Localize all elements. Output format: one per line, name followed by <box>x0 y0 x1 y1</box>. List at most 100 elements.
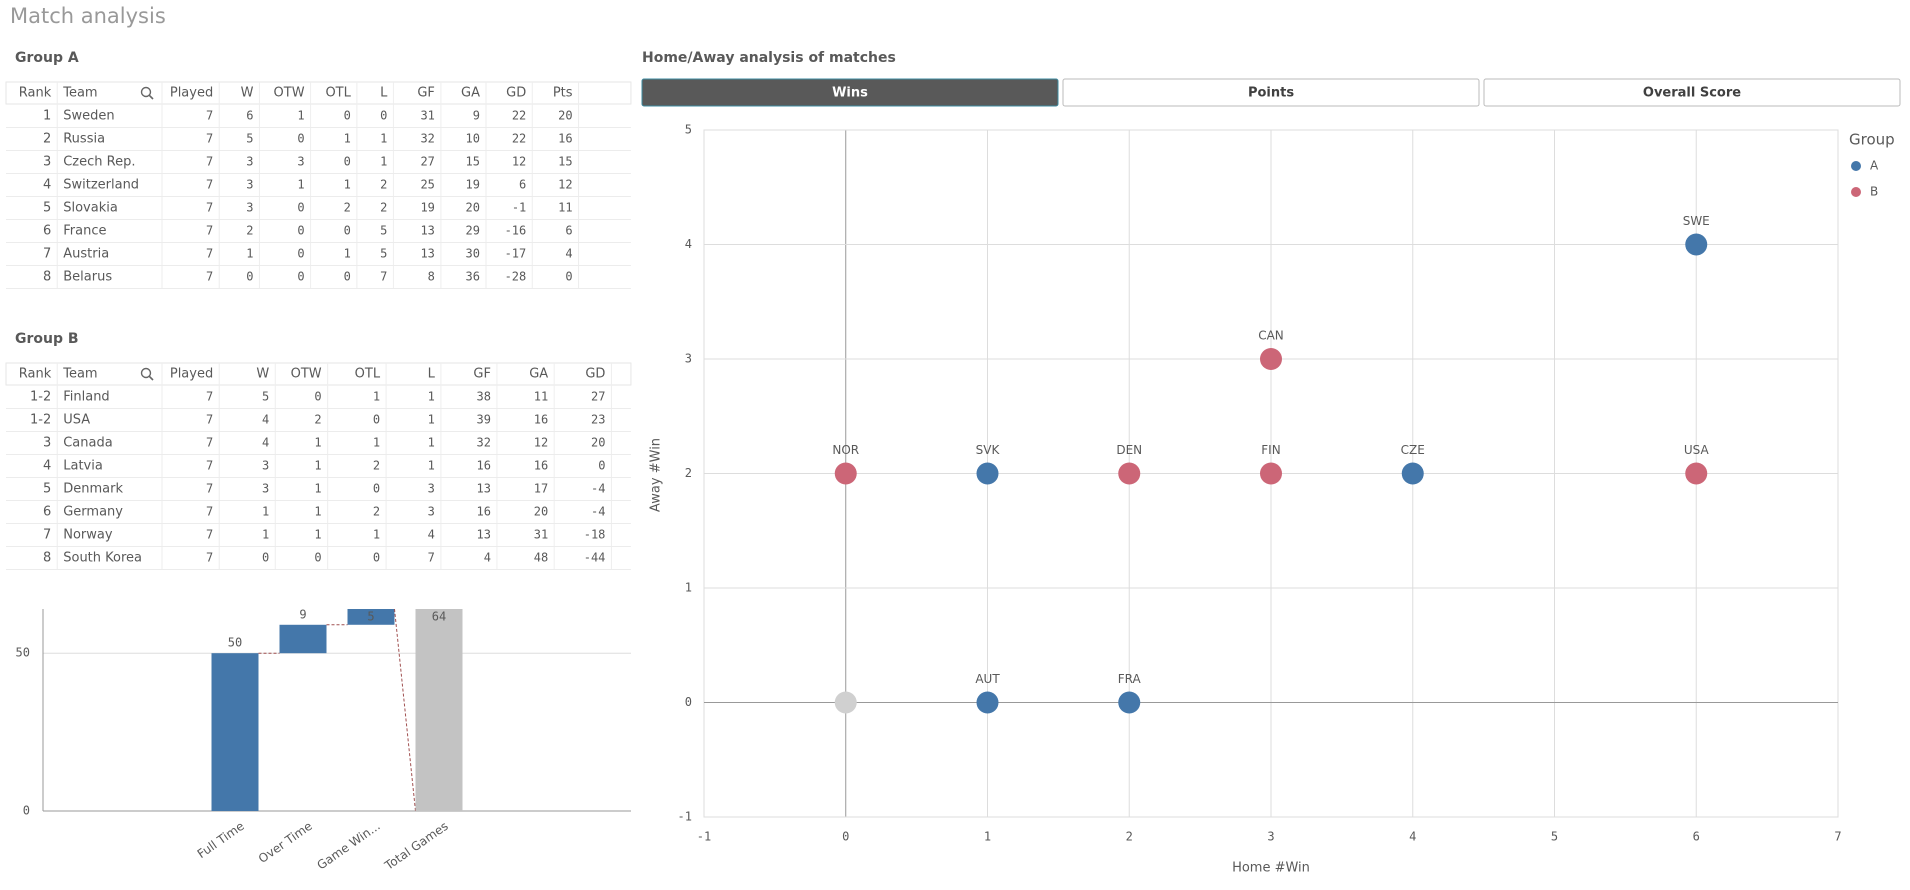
search-icon[interactable] <box>140 367 152 379</box>
table-cell: 7 <box>206 459 213 473</box>
table-cell: Denmark <box>63 482 123 497</box>
column-header[interactable]: L <box>428 367 436 382</box>
y-tick-label: 4 <box>685 237 692 251</box>
table-cell: 7 <box>206 201 213 215</box>
data-point[interactable] <box>976 462 999 485</box>
point-label: USA <box>1684 443 1710 457</box>
search-icon[interactable] <box>148 375 154 381</box>
table-cell: 7 <box>206 390 213 404</box>
table-cell: 7 <box>206 436 213 450</box>
table-cell: 3 <box>246 178 253 192</box>
value-label: 50 <box>228 636 242 650</box>
data-point[interactable] <box>834 691 857 714</box>
table-cell: 5 <box>43 482 51 497</box>
data-point[interactable] <box>976 691 999 714</box>
tab-button[interactable] <box>641 78 1059 107</box>
table-cell: 0 <box>344 270 351 284</box>
table-cell: 36 <box>466 270 480 284</box>
table-cell: 12 <box>558 178 572 192</box>
table-cell: 7 <box>206 528 213 542</box>
data-point[interactable] <box>1685 233 1708 256</box>
column-header[interactable]: GA <box>529 367 548 382</box>
table-cell: 32 <box>476 436 490 450</box>
table-cell: 3 <box>43 436 51 451</box>
table-cell: 6 <box>565 224 572 238</box>
table-cell: -18 <box>584 528 606 542</box>
column-header[interactable]: OTL <box>325 86 351 101</box>
legend-label[interactable]: A <box>1870 159 1879 173</box>
tab-button[interactable] <box>1062 78 1480 107</box>
bar <box>347 609 395 625</box>
x-tick-label: Game Win... <box>314 819 382 873</box>
table-cell: 1 <box>428 459 435 473</box>
column-header[interactable]: W <box>241 86 254 101</box>
legend-marker[interactable] <box>1851 187 1861 197</box>
table-cell: 2 <box>380 178 387 192</box>
table-cell: 1 <box>428 436 435 450</box>
page-title: Match analysis <box>10 4 166 28</box>
data-point[interactable] <box>1401 462 1424 485</box>
table-cell: 20 <box>466 201 480 215</box>
table-cell: 1 <box>373 436 380 450</box>
data-point[interactable] <box>834 462 857 485</box>
column-header[interactable]: Pts <box>553 86 573 101</box>
tab-label[interactable]: Wins <box>832 86 868 101</box>
column-header[interactable]: GF <box>473 367 491 382</box>
table-cell: 13 <box>420 224 434 238</box>
x-tick-label: 2 <box>1126 830 1133 844</box>
column-header[interactable]: W <box>256 367 269 382</box>
column-header[interactable]: GF <box>417 86 435 101</box>
column-header[interactable]: GD <box>585 367 605 382</box>
data-point[interactable] <box>1260 348 1282 370</box>
table-cell: 5 <box>380 247 387 261</box>
table-cell: 10 <box>466 132 480 146</box>
table-cell: 0 <box>373 551 380 565</box>
table-cell: 8 <box>43 270 51 285</box>
table-cell: 1 <box>262 528 269 542</box>
table-cell: 7 <box>206 551 213 565</box>
column-header[interactable]: OTL <box>355 367 381 382</box>
table-cell: 1 <box>380 155 387 169</box>
table-cell: 7 <box>206 247 213 261</box>
data-point[interactable] <box>1118 691 1141 714</box>
column-header[interactable]: Played <box>170 86 213 101</box>
table-cell: 0 <box>297 132 304 146</box>
table-cell: Latvia <box>63 459 103 474</box>
tab-button[interactable] <box>1483 78 1901 107</box>
column-header[interactable]: Rank <box>19 86 52 101</box>
table-cell: 16 <box>558 132 572 146</box>
table-cell: 2 <box>380 201 387 215</box>
table-cell: 0 <box>598 459 605 473</box>
data-point[interactable] <box>1118 462 1141 485</box>
table-cell: 7 <box>206 413 213 427</box>
table-cell: 1 <box>314 436 321 450</box>
tab-label[interactable]: Points <box>1248 86 1294 101</box>
column-header[interactable]: OTW <box>274 86 305 101</box>
legend-marker[interactable] <box>1851 161 1861 171</box>
table-cell: Norway <box>63 528 113 543</box>
table-cell: 13 <box>476 528 490 542</box>
column-header[interactable]: OTW <box>291 367 322 382</box>
table-cell: 1-2 <box>30 413 51 428</box>
search-icon[interactable] <box>140 86 152 98</box>
column-header[interactable]: Team <box>62 86 97 101</box>
search-icon[interactable] <box>148 94 154 100</box>
tab-label[interactable]: Overall Score <box>1643 86 1741 101</box>
column-header[interactable]: Rank <box>19 367 52 382</box>
y-tick-label: 50 <box>16 646 30 660</box>
table-cell: 0 <box>297 270 304 284</box>
column-header[interactable]: Team <box>62 367 97 382</box>
column-header[interactable]: GA <box>461 86 480 101</box>
data-point[interactable] <box>1260 462 1282 485</box>
table-cell: -16 <box>505 224 527 238</box>
column-header[interactable]: Played <box>170 367 213 382</box>
table-cell: 30 <box>466 247 480 261</box>
column-header[interactable]: GD <box>506 86 526 101</box>
table-cell: 6 <box>246 109 253 123</box>
column-header[interactable]: L <box>380 86 388 101</box>
table-cell: 1 <box>297 178 304 192</box>
table-cell: 1 <box>344 178 351 192</box>
table-cell: 1 <box>262 505 269 519</box>
legend-label[interactable]: B <box>1870 185 1878 199</box>
data-point[interactable] <box>1685 462 1708 485</box>
